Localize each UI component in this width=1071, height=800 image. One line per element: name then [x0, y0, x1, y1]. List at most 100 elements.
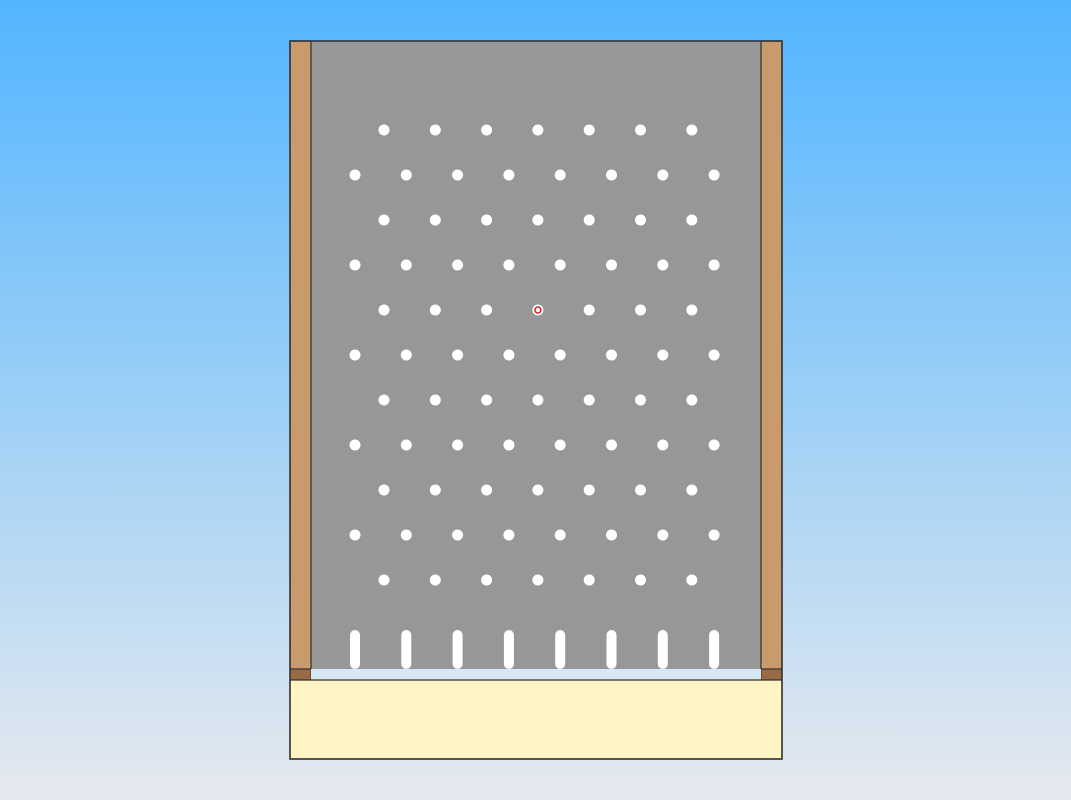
peg — [635, 304, 646, 316]
peg — [503, 529, 515, 541]
peg — [657, 349, 669, 361]
peg — [503, 259, 515, 271]
plinko-board — [289, 40, 783, 760]
peg — [503, 439, 515, 451]
peg — [452, 439, 464, 451]
slot-divider — [452, 630, 463, 669]
peg — [657, 529, 669, 541]
peg — [554, 169, 566, 181]
peg — [378, 574, 390, 586]
right-wall — [760, 40, 783, 670]
peg — [708, 349, 720, 361]
peg — [503, 169, 515, 181]
peg — [429, 394, 441, 406]
peg — [429, 124, 441, 136]
peg — [606, 529, 617, 541]
peg — [532, 214, 544, 226]
slot-gap — [311, 669, 761, 680]
peg — [532, 574, 544, 586]
peg — [349, 439, 361, 451]
ball-layer — [534, 306, 542, 314]
peg — [378, 124, 390, 136]
slot-dividers — [350, 630, 720, 669]
peg — [429, 214, 441, 226]
peg — [554, 259, 566, 271]
peg — [481, 304, 493, 316]
peg — [657, 439, 669, 451]
peg — [378, 304, 390, 316]
peg — [606, 349, 617, 361]
peg — [349, 169, 361, 181]
peg — [452, 259, 464, 271]
peg — [400, 349, 412, 361]
peg — [635, 214, 646, 226]
board-outline — [289, 40, 783, 760]
peg — [452, 169, 464, 181]
peg — [708, 529, 720, 541]
plinko-board-drawing — [289, 40, 783, 760]
peg-grid — [349, 124, 720, 586]
peg — [452, 529, 464, 541]
peg — [583, 304, 595, 316]
peg — [400, 259, 412, 271]
peg — [481, 124, 493, 136]
peg — [554, 349, 566, 361]
peg — [657, 169, 669, 181]
peg — [400, 439, 412, 451]
peg — [429, 304, 441, 316]
peg — [452, 349, 464, 361]
right-wall-base — [760, 668, 783, 681]
peg — [481, 394, 493, 406]
peg — [583, 394, 595, 406]
peg — [400, 529, 412, 541]
peg — [635, 484, 646, 496]
peg — [349, 259, 361, 271]
peg — [657, 259, 669, 271]
peg — [481, 484, 493, 496]
peg — [635, 394, 646, 406]
peg — [349, 529, 361, 541]
peg — [606, 439, 617, 451]
peg — [532, 304, 544, 316]
peg — [708, 169, 720, 181]
slot-divider — [350, 630, 360, 669]
peg — [686, 394, 698, 406]
playfield — [311, 41, 761, 669]
peg — [583, 214, 595, 226]
collection-tray — [289, 679, 783, 760]
peg — [635, 124, 646, 136]
peg — [554, 529, 566, 541]
peg — [635, 574, 646, 586]
peg — [349, 349, 361, 361]
left-wall-base — [289, 668, 312, 681]
slot-divider — [401, 630, 412, 669]
peg — [481, 574, 493, 586]
peg — [708, 259, 720, 271]
left-wall — [289, 40, 312, 670]
slot-divider — [555, 630, 566, 669]
peg — [606, 259, 617, 271]
peg — [606, 169, 617, 181]
slot-divider — [503, 630, 514, 669]
peg — [583, 124, 595, 136]
peg — [400, 169, 412, 181]
slot-divider — [709, 630, 720, 669]
peg — [708, 439, 720, 451]
peg — [429, 574, 441, 586]
peg — [378, 214, 390, 226]
peg — [686, 214, 698, 226]
peg — [686, 574, 698, 586]
peg — [686, 484, 698, 496]
slot-divider — [657, 630, 668, 669]
peg — [378, 394, 390, 406]
peg — [429, 484, 441, 496]
peg — [532, 124, 544, 136]
peg — [532, 484, 544, 496]
peg — [532, 394, 544, 406]
ball — [534, 306, 542, 314]
peg — [378, 484, 390, 496]
peg — [503, 349, 515, 361]
peg — [583, 484, 595, 496]
peg — [481, 214, 493, 226]
slot-divider — [606, 630, 617, 669]
